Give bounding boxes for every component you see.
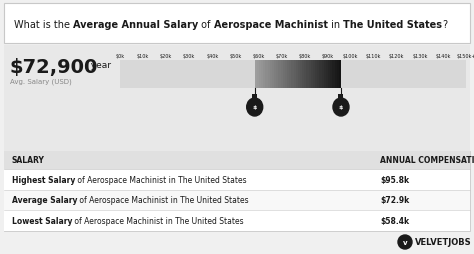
Text: $: $: [339, 105, 343, 110]
Text: $0k: $0k: [116, 54, 125, 59]
Bar: [252, 95, 257, 99]
Bar: [337, 61, 339, 89]
Text: $58.4k: $58.4k: [380, 216, 409, 225]
Bar: [265, 61, 268, 89]
Bar: [283, 61, 285, 89]
Bar: [330, 61, 333, 89]
Ellipse shape: [246, 99, 263, 117]
Text: $80k: $80k: [299, 54, 310, 59]
Text: $60k: $60k: [252, 54, 264, 59]
Text: $95.8k: $95.8k: [380, 175, 409, 184]
Bar: [319, 61, 322, 89]
Bar: [270, 61, 273, 89]
Bar: [276, 61, 279, 89]
Text: $: $: [253, 105, 257, 110]
Text: Aerospace Machinist: Aerospace Machinist: [214, 20, 328, 30]
Text: Lowest Salary: Lowest Salary: [12, 216, 73, 225]
Text: of: of: [199, 20, 214, 30]
Text: of Aerospace Machinist in The United States: of Aerospace Machinist in The United Sta…: [75, 175, 247, 184]
Bar: [338, 95, 344, 99]
Text: $50k: $50k: [229, 54, 241, 59]
Text: The United States: The United States: [343, 20, 442, 30]
Text: Avg. Salary (USD): Avg. Salary (USD): [10, 78, 72, 85]
Bar: [293, 61, 296, 89]
Text: VELVETJOBS: VELVETJOBS: [415, 237, 472, 247]
Text: $130k: $130k: [412, 54, 428, 59]
Bar: [281, 61, 283, 89]
Text: $110k: $110k: [366, 54, 382, 59]
Bar: [272, 61, 274, 89]
Bar: [289, 61, 292, 89]
Text: $70k: $70k: [275, 54, 288, 59]
Bar: [300, 61, 303, 89]
Bar: [4, 151, 470, 231]
Bar: [296, 61, 298, 89]
Bar: [321, 61, 324, 89]
Text: $90k: $90k: [321, 54, 334, 59]
Bar: [307, 61, 309, 89]
Text: $140k: $140k: [435, 54, 451, 59]
Bar: [259, 61, 262, 89]
Text: $40k: $40k: [206, 54, 219, 59]
Bar: [268, 61, 270, 89]
Text: $150k+: $150k+: [456, 54, 474, 59]
Text: of Aerospace Machinist in The United States: of Aerospace Machinist in The United Sta…: [73, 216, 244, 225]
Bar: [317, 61, 320, 89]
Bar: [292, 61, 294, 89]
Text: / year: / year: [82, 61, 111, 70]
Bar: [264, 61, 266, 89]
Bar: [339, 61, 341, 89]
Text: ANNUAL COMPENSATION: ANNUAL COMPENSATION: [380, 156, 474, 165]
Bar: [261, 61, 264, 89]
Text: Average Annual Salary: Average Annual Salary: [73, 20, 199, 30]
Bar: [4, 4, 470, 44]
Text: of Aerospace Machinist in The United States: of Aerospace Machinist in The United Sta…: [78, 196, 249, 205]
Bar: [335, 61, 337, 89]
Text: ?: ?: [442, 20, 447, 30]
Bar: [257, 61, 260, 89]
Bar: [328, 61, 331, 89]
Text: Highest Salary: Highest Salary: [12, 175, 75, 184]
Bar: [287, 61, 290, 89]
Bar: [4, 46, 470, 151]
Text: $72.9k: $72.9k: [380, 196, 409, 205]
Bar: [274, 61, 277, 89]
Text: $100k: $100k: [343, 54, 358, 59]
Text: SALARY: SALARY: [12, 156, 45, 165]
Bar: [332, 61, 335, 89]
Text: v: v: [403, 239, 407, 245]
Bar: [4, 169, 470, 190]
Bar: [302, 61, 305, 89]
Bar: [313, 61, 316, 89]
Text: $72,900: $72,900: [10, 58, 99, 77]
Bar: [315, 61, 318, 89]
Text: $30k: $30k: [183, 54, 195, 59]
Bar: [304, 61, 307, 89]
Text: $10k: $10k: [137, 54, 149, 59]
Circle shape: [398, 235, 412, 249]
Bar: [255, 61, 257, 89]
Bar: [120, 61, 466, 89]
Text: What is the: What is the: [14, 20, 73, 30]
Text: $120k: $120k: [389, 54, 404, 59]
Bar: [326, 61, 328, 89]
Bar: [4, 190, 470, 211]
Bar: [311, 61, 313, 89]
Bar: [4, 151, 470, 169]
Bar: [324, 61, 327, 89]
Text: in: in: [328, 20, 343, 30]
Bar: [278, 61, 281, 89]
Text: $20k: $20k: [160, 54, 172, 59]
Bar: [285, 61, 288, 89]
Bar: [4, 211, 470, 231]
Text: Average Salary: Average Salary: [12, 196, 78, 205]
Ellipse shape: [333, 99, 349, 117]
Bar: [298, 61, 301, 89]
Bar: [309, 61, 311, 89]
